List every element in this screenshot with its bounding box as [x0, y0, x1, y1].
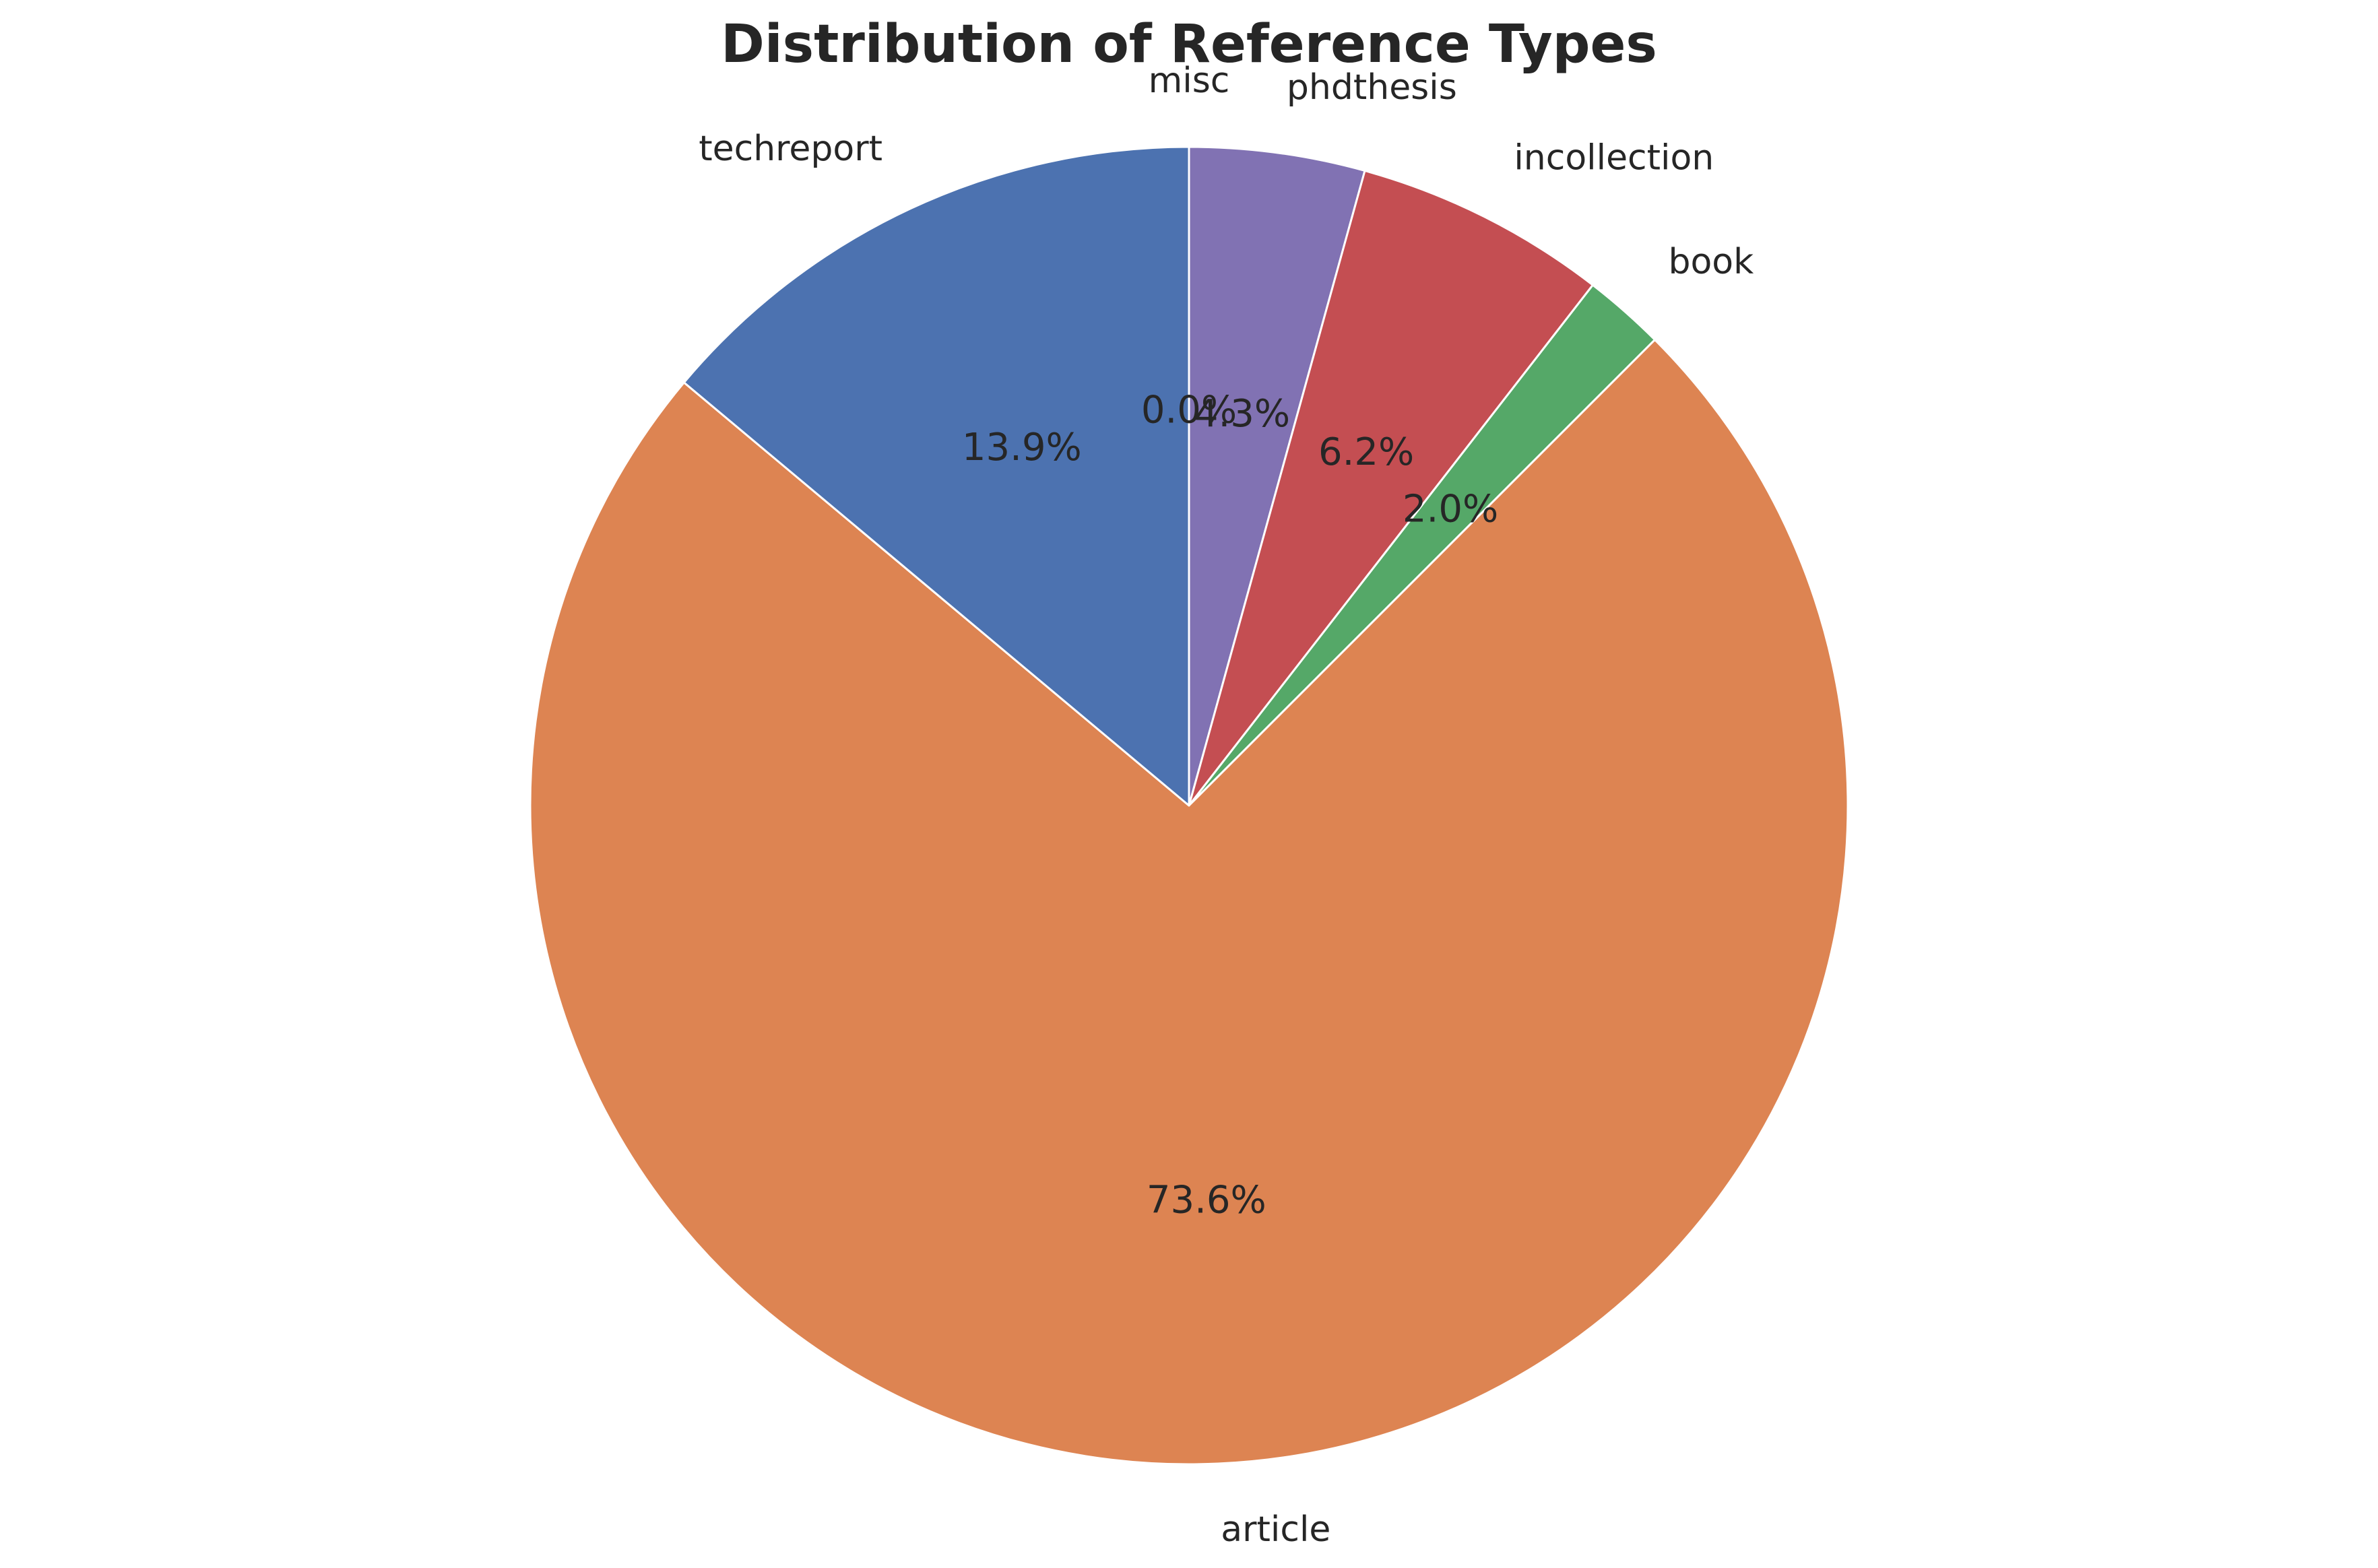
slice-percent-misc: 0.0% [1141, 389, 1237, 432]
slice-label-incollection: incollection [1514, 137, 1714, 178]
slice-percent-phdthesis: 4.3% [1194, 392, 1290, 436]
slice-percent-incollection: 6.2% [1318, 430, 1414, 474]
slice-percent-article: 73.6% [1147, 1179, 1266, 1222]
pie-slice-phdthesis [1188, 145, 1366, 807]
slice-percent-book: 2.0% [1403, 487, 1498, 531]
slice-label-book: book [1668, 242, 1754, 282]
slice-percent-techreport: 13.9% [962, 426, 1082, 469]
slice-label-phdthesis: phdthesis [1287, 67, 1457, 108]
slice-label-techreport: techreport [699, 129, 882, 169]
labels-layer: misc 0.0% phdthesis 4.3% incollection 6.2% boo… [699, 61, 1754, 1550]
pie-slice-article [529, 338, 1849, 1466]
pie-slice-incollection [1188, 169, 1594, 807]
pie-slice-techreport [682, 145, 1190, 807]
slices-layer [529, 145, 1849, 1466]
slice-label-article: article [1221, 1509, 1330, 1550]
chart-title: Distribution of Reference Types [721, 14, 1657, 75]
slice-label-misc: misc [1149, 61, 1230, 101]
